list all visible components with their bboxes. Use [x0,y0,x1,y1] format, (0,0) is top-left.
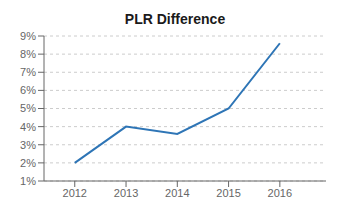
svg-text:2012: 2012 [63,187,87,199]
svg-text:9%: 9% [20,30,36,42]
svg-text:6%: 6% [20,84,36,96]
svg-text:2014: 2014 [165,187,189,199]
svg-text:8%: 8% [20,48,36,60]
svg-text:2015: 2015 [216,187,240,199]
svg-text:1%: 1% [20,175,36,187]
svg-text:4%: 4% [20,121,36,133]
svg-text:2013: 2013 [114,187,138,199]
svg-text:2%: 2% [20,157,36,169]
svg-text:3%: 3% [20,139,36,151]
svg-text:2016: 2016 [268,187,292,199]
html-text:PLR Difference: PLR Difference [124,11,226,27]
svg-text:7%: 7% [20,66,36,78]
svg-text:5%: 5% [20,102,36,114]
